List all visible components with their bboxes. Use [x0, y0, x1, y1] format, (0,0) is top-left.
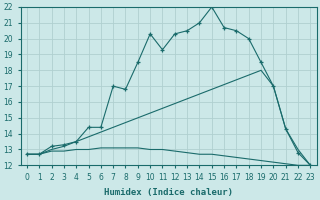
X-axis label: Humidex (Indice chaleur): Humidex (Indice chaleur) — [104, 188, 233, 197]
